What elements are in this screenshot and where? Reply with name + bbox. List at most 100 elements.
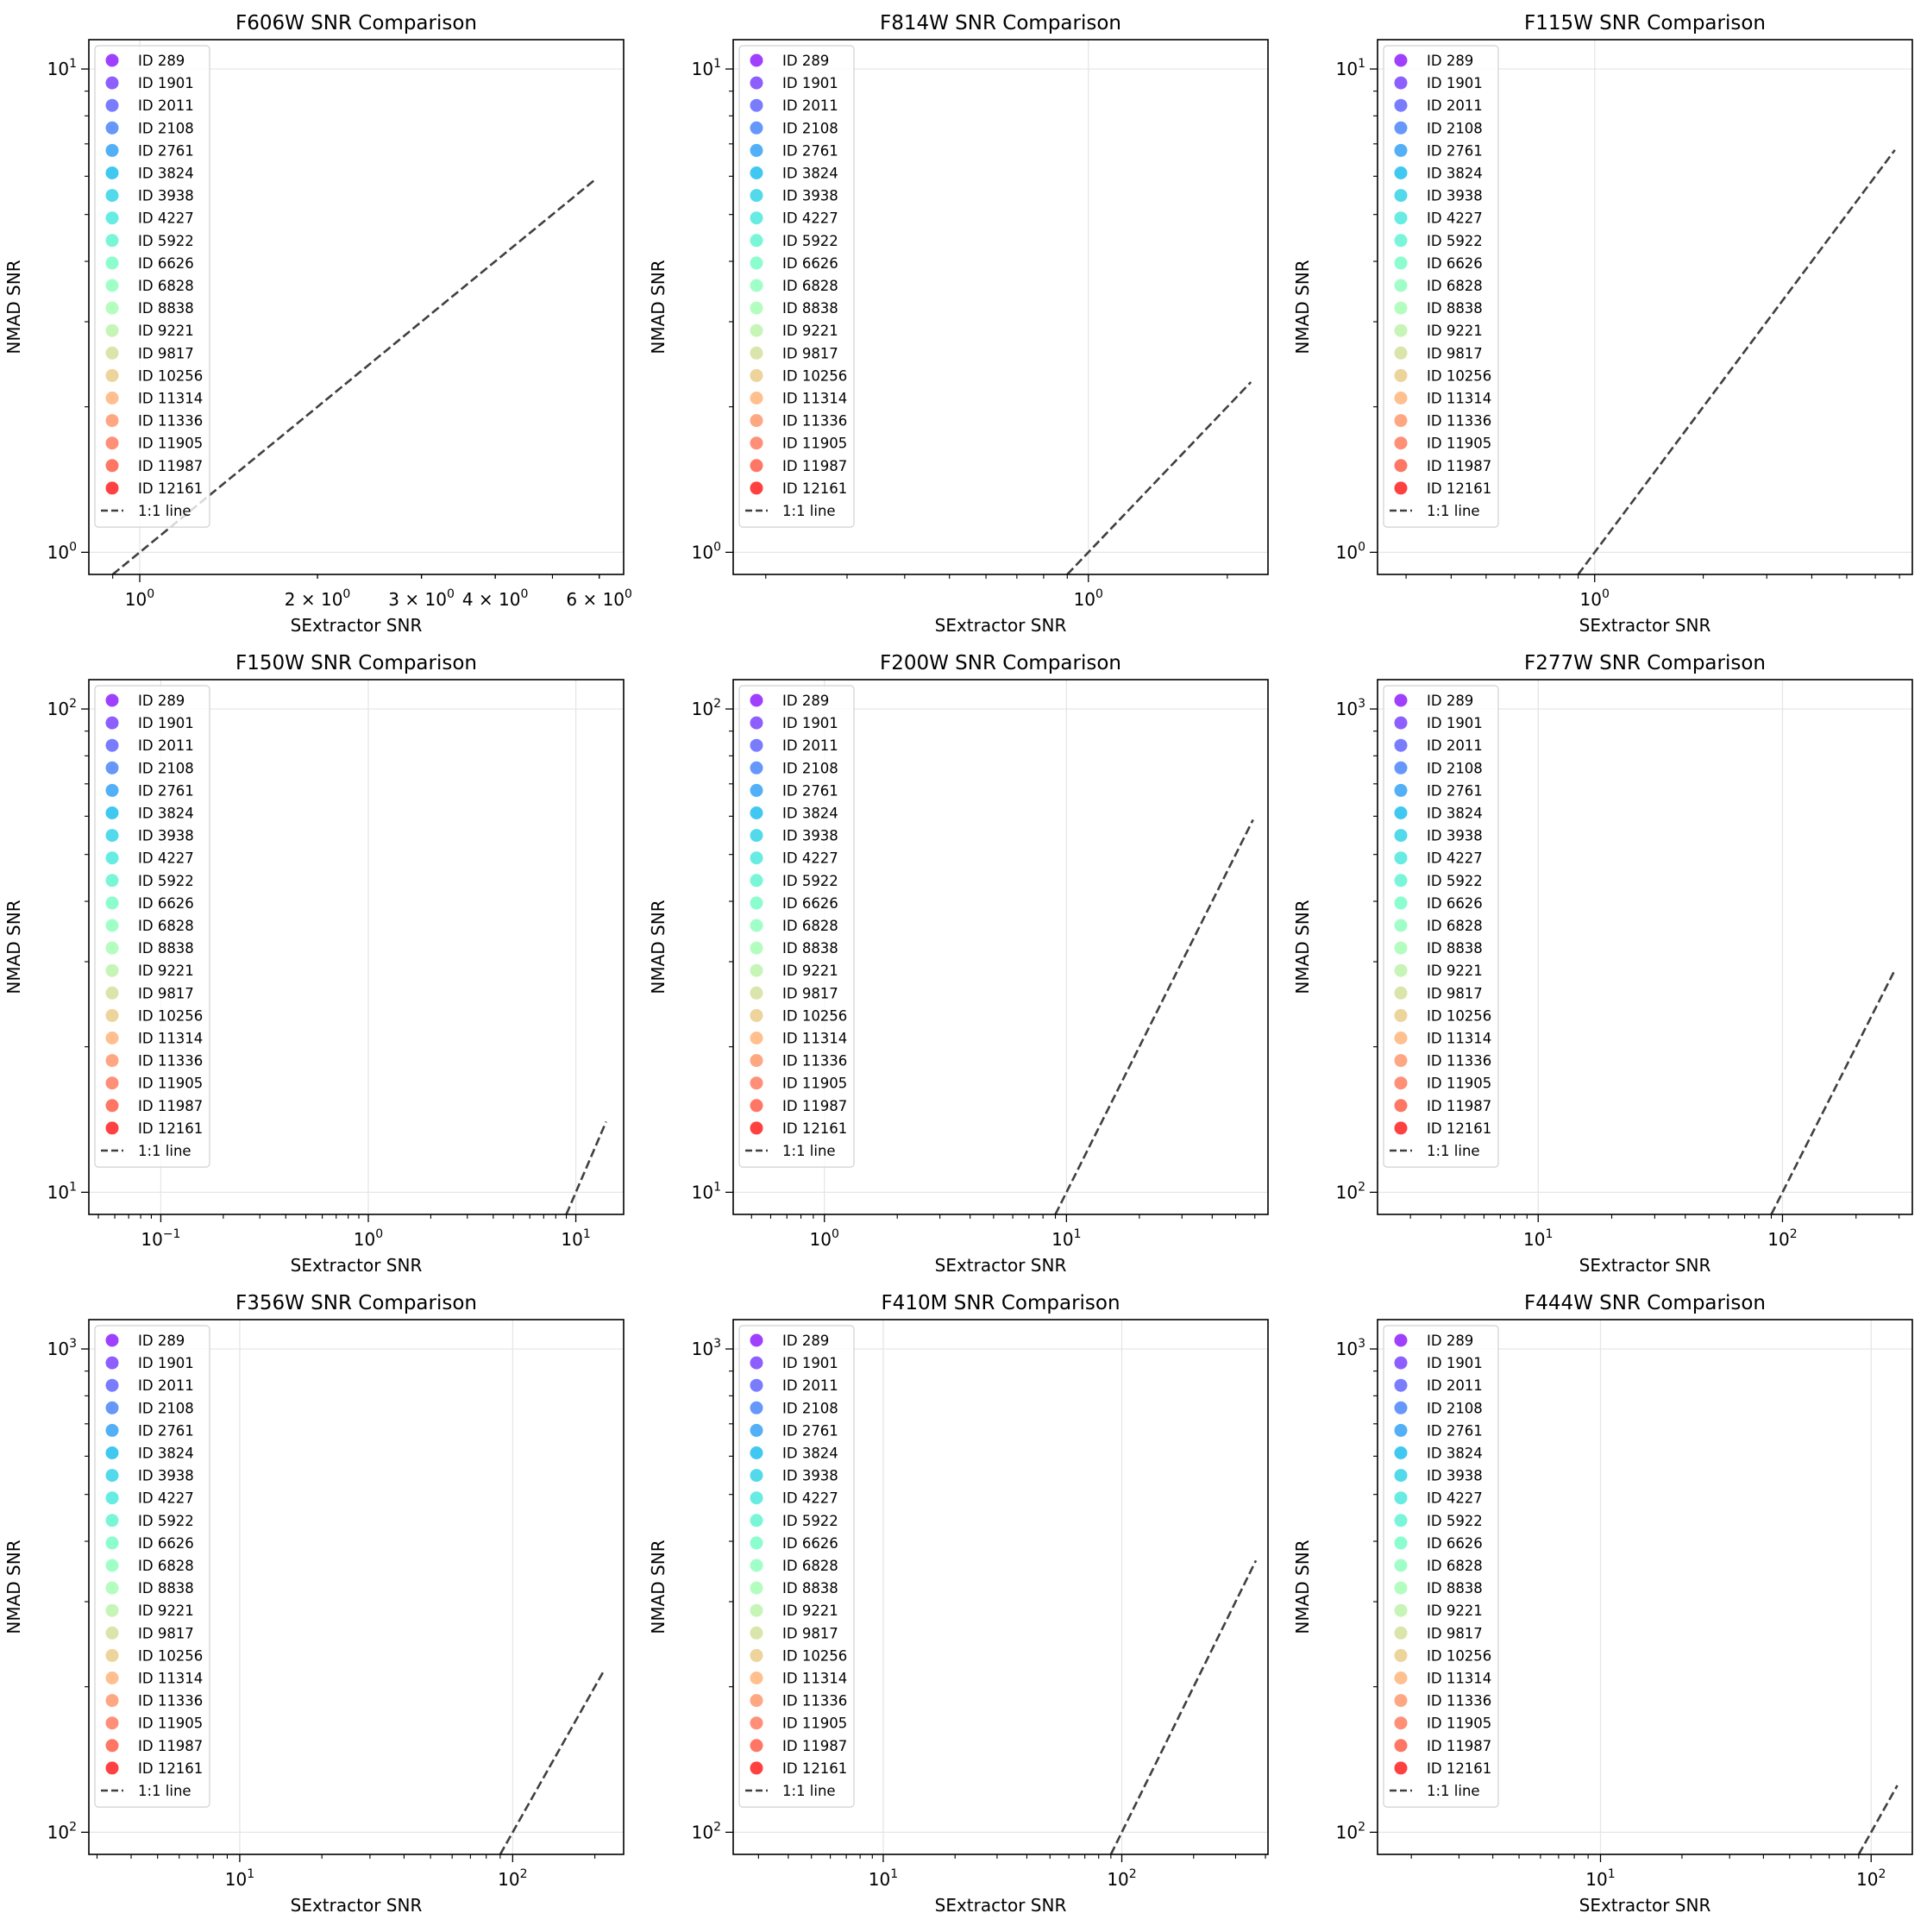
legend-marker	[105, 1076, 119, 1090]
x-tick-label: 101	[1051, 1227, 1081, 1250]
legend: ID 289 ID 1901 ID 2011 ID 2108 ID 2761 ID 382…	[738, 45, 855, 528]
legend-marker	[105, 234, 119, 248]
legend-marker	[750, 166, 763, 179]
legend-label: ID 6828	[782, 918, 838, 934]
legend-label: ID 2761	[782, 142, 838, 159]
legend-marker	[105, 76, 119, 90]
legend-label: ID 3938	[782, 188, 838, 204]
legend-marker	[1394, 1076, 1408, 1090]
legend-marker	[750, 986, 763, 1000]
x-axis-label: SExtractor SNR	[935, 615, 1067, 636]
legend-marker	[105, 121, 119, 135]
legend-marker	[750, 941, 763, 955]
legend-label: ID 3824	[782, 166, 838, 182]
legend-marker	[750, 761, 763, 775]
plot-frame	[88, 39, 625, 575]
y-tick-label: 101	[692, 1180, 721, 1202]
chart-title: F814W SNR Comparison	[880, 12, 1121, 34]
legend-marker	[1394, 1581, 1408, 1595]
legend-label: ID 10256	[1427, 367, 1491, 384]
legend-marker	[750, 1491, 763, 1505]
legend-marker	[1394, 1054, 1408, 1068]
legend-marker	[105, 919, 119, 932]
legend-marker	[105, 1378, 119, 1392]
legend-marker	[750, 1626, 763, 1640]
legend-label: ID 10256	[1427, 1647, 1491, 1664]
legend-marker	[1394, 392, 1408, 405]
legend-marker	[750, 143, 763, 157]
chart-title: F150W SNR Comparison	[235, 652, 477, 674]
legend-label: ID 8838	[782, 940, 838, 957]
legend-marker	[105, 1469, 119, 1483]
legend-label: ID 11336	[1427, 1693, 1491, 1709]
legend-label: ID 289	[782, 1333, 829, 1349]
legend-marker	[105, 1694, 119, 1708]
legend-label: ID 8838	[1427, 1580, 1483, 1596]
legend-marker	[1394, 301, 1408, 315]
legend-marker	[1394, 1603, 1408, 1617]
legend-label: ID 11336	[138, 413, 203, 430]
legend-marker	[1394, 166, 1408, 179]
legend-marker	[105, 716, 119, 730]
legend-marker	[105, 301, 119, 315]
legend-label: ID 3938	[138, 188, 194, 204]
legend-label: ID 2108	[782, 120, 838, 136]
legend-label: ID 6626	[782, 1535, 838, 1552]
legend-label: ID 3824	[138, 1446, 194, 1462]
legend-marker	[750, 874, 763, 888]
legend-marker	[750, 1099, 763, 1113]
legend-label: ID 6828	[1427, 918, 1483, 934]
x-tick-exponent: 1	[890, 1867, 898, 1881]
y-tick-label: 103	[47, 1337, 77, 1359]
legend-label: ID 4227	[138, 850, 194, 867]
legend-label: ID 2011	[782, 737, 838, 754]
legend-marker	[750, 693, 763, 707]
legend-label: ID 12161	[782, 1120, 847, 1137]
legend-marker	[750, 738, 763, 752]
one-to-one-line	[1857, 1785, 1899, 1854]
x-tick-exponent: 0	[1602, 587, 1610, 601]
legend-marker	[1394, 738, 1408, 752]
legend-marker	[750, 323, 763, 337]
legend-marker	[105, 693, 119, 707]
y-tick-exponent: 0	[713, 540, 721, 554]
legend-marker	[1394, 896, 1408, 910]
legend-marker	[105, 963, 119, 977]
chart-title: F410M SNR Comparison	[881, 1292, 1120, 1314]
legend-label: ID 2761	[138, 782, 194, 799]
x-tick-label: 102	[1107, 1867, 1136, 1890]
legend-line-label: 1:1 line	[138, 1143, 191, 1159]
legend-label: ID 12161	[1427, 480, 1491, 497]
legend-marker	[105, 874, 119, 888]
plot-frame	[732, 39, 1269, 575]
legend-marker	[1394, 783, 1408, 797]
legend-label: ID 3938	[782, 828, 838, 844]
legend-marker	[1394, 414, 1408, 428]
legend-label: ID 5922	[1427, 873, 1483, 889]
legend-label: ID 6626	[1427, 895, 1483, 912]
legend: ID 289 ID 1901 ID 2011 ID 2108 ID 2761 ID 382…	[1383, 1325, 1499, 1808]
legend-label: ID 11336	[1427, 413, 1491, 430]
legend-label: ID 2108	[138, 120, 194, 136]
legend-marker	[750, 1648, 763, 1662]
legend-label: ID 2011	[1427, 97, 1483, 114]
legend-marker	[1394, 1423, 1408, 1437]
legend-label: ID 12161	[1427, 1760, 1491, 1777]
legend-marker	[750, 919, 763, 932]
legend-label: ID 11905	[138, 1076, 203, 1092]
y-axis-label: NMAD SNR	[3, 1540, 24, 1634]
y-tick-label: 100	[1336, 540, 1365, 562]
legend: ID 289 ID 1901 ID 2011 ID 2108 ID 2761 ID 382…	[1383, 45, 1499, 528]
x-tick-label: 100	[1074, 587, 1103, 610]
legend-marker	[750, 1739, 763, 1753]
legend-marker	[1394, 1121, 1408, 1135]
legend-label: ID 289	[782, 53, 829, 69]
legend-marker	[1394, 963, 1408, 977]
x-axis-label: SExtractor SNR	[291, 615, 423, 636]
legend-label: ID 9817	[1427, 985, 1483, 1001]
legend-marker	[750, 1446, 763, 1459]
legend-label: ID 11987	[138, 1738, 203, 1754]
legend-marker	[750, 98, 763, 112]
y-tick-exponent: 2	[1358, 1820, 1365, 1834]
